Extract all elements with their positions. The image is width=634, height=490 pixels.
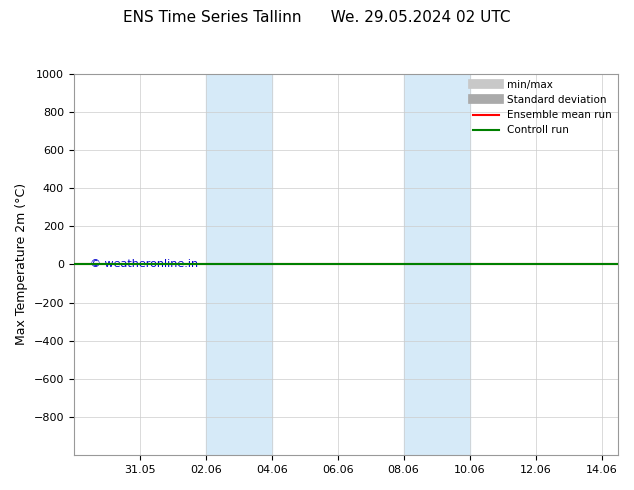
Text: © weatheronline.in: © weatheronline.in <box>90 259 198 270</box>
Text: ENS Time Series Tallinn      We. 29.05.2024 02 UTC: ENS Time Series Tallinn We. 29.05.2024 0… <box>123 10 511 25</box>
Legend: min/max, Standard deviation, Ensemble mean run, Controll run: min/max, Standard deviation, Ensemble me… <box>469 75 616 140</box>
Y-axis label: Max Temperature 2m (°C): Max Temperature 2m (°C) <box>15 183 28 345</box>
Bar <box>205 74 272 455</box>
Bar <box>404 74 470 455</box>
